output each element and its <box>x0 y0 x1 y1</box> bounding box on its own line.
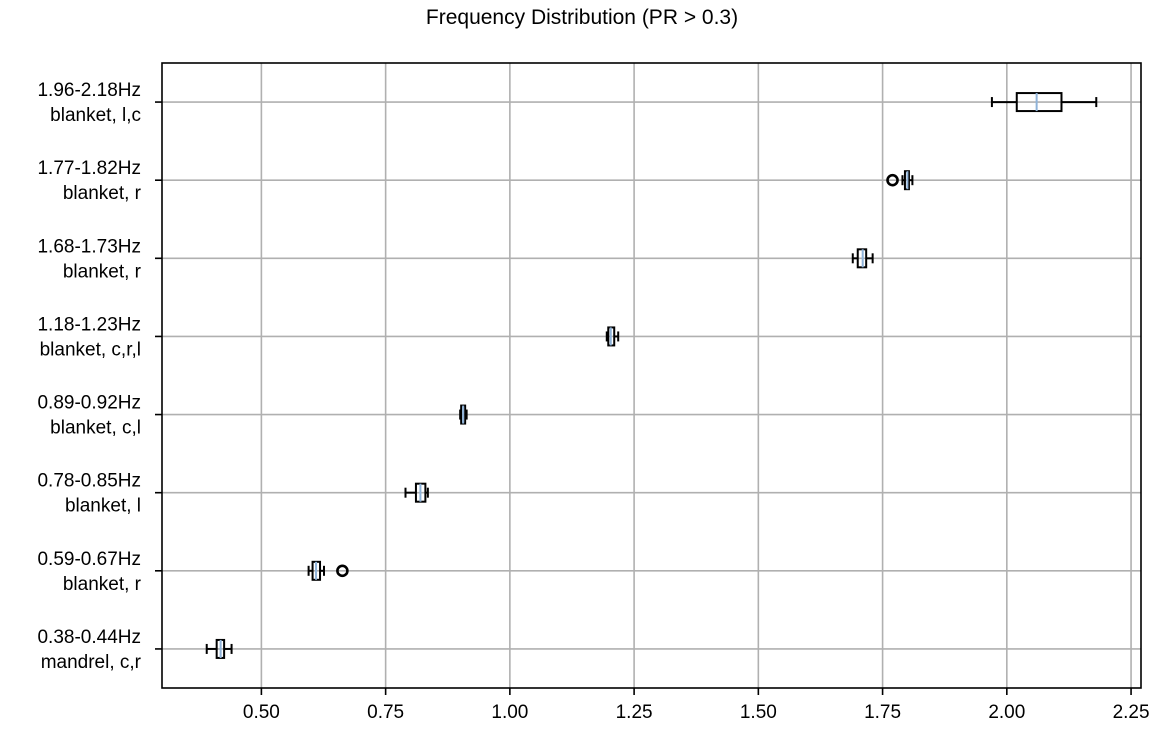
y-tick-label-material: blanket, c,r,l <box>40 339 141 360</box>
grid <box>162 63 1141 688</box>
box-6 <box>307 560 349 581</box>
box-1 <box>886 170 914 191</box>
outlier-point <box>886 173 899 187</box>
box-5 <box>404 482 429 503</box>
iqr-box <box>1015 92 1063 113</box>
y-tick-label-range: 0.38-0.44Hz <box>37 627 141 648</box>
y-tick-label-range: 1.77-1.82Hz <box>37 158 141 179</box>
y-tick-label-material: blanket, c,l <box>50 418 141 439</box>
boxes <box>205 92 1098 659</box>
chart-title: Frequency Distribution (PR > 0.3) <box>426 6 738 29</box>
y-tick-label-material: blanket, r <box>63 574 142 595</box>
x-tick-label: 2.25 <box>1113 702 1150 723</box>
box-0 <box>990 92 1098 113</box>
x-tick-label: 2.00 <box>988 702 1025 723</box>
axis-ticks: 0.50 0.75 1.00 1.25 1.50 1.75 2.00 2.25 1.96-2.1… <box>37 80 1149 723</box>
box-2 <box>851 248 874 269</box>
y-tick-label-material: mandrel, c,r <box>41 652 142 673</box>
x-tick-label: 0.50 <box>243 702 280 723</box>
y-tick-label-material: blanket, l,c <box>50 105 141 126</box>
y-tick-label-range: 0.59-0.67Hz <box>37 549 141 570</box>
y-tick-label-range: 1.68-1.73Hz <box>37 236 141 257</box>
x-tick-label: 1.50 <box>740 702 777 723</box>
y-tick-label-range: 1.96-2.18Hz <box>37 80 141 101</box>
y-tick-label-range: 0.78-0.85Hz <box>37 471 141 492</box>
x-tick-label: 0.75 <box>367 702 404 723</box>
outlier-point <box>336 564 349 578</box>
x-tick-label: 1.00 <box>491 702 528 723</box>
box-4 <box>459 404 468 425</box>
box-7 <box>205 638 233 659</box>
y-tick-label-material: blanket, l <box>65 496 141 517</box>
plot-frame <box>161 62 1142 689</box>
y-tick-label-range: 1.18-1.23Hz <box>37 314 141 335</box>
y-tick-label-material: blanket, r <box>63 261 142 282</box>
box-3 <box>605 326 620 347</box>
y-tick-label-range: 0.89-0.92Hz <box>37 393 141 414</box>
x-tick-label: 1.25 <box>616 702 653 723</box>
y-tick-label-material: blanket, r <box>63 183 142 204</box>
x-tick-label: 1.75 <box>864 702 901 723</box>
